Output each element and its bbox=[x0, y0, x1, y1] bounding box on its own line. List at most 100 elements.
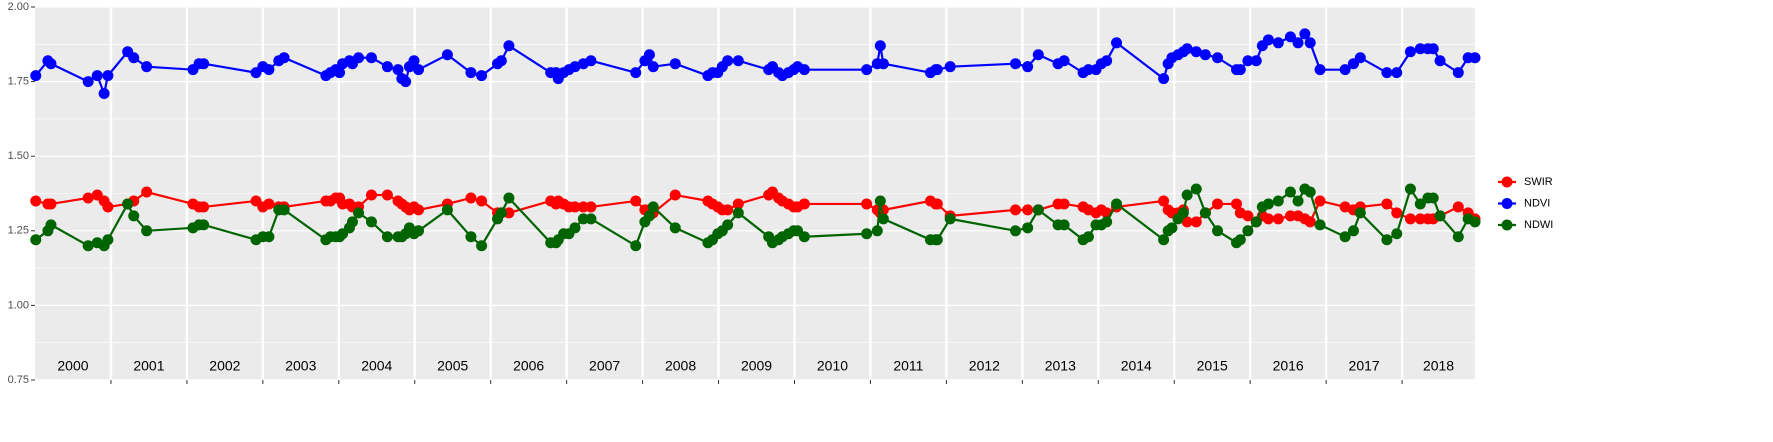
point bbox=[1111, 198, 1123, 210]
y-tick-label: 2.00 bbox=[8, 1, 29, 13]
point bbox=[1434, 55, 1446, 67]
point bbox=[861, 64, 873, 76]
point bbox=[1284, 31, 1296, 43]
year-label: 2004 bbox=[361, 358, 392, 374]
point bbox=[1158, 234, 1170, 246]
point bbox=[647, 61, 659, 73]
point bbox=[82, 192, 94, 204]
point bbox=[1414, 43, 1426, 55]
point bbox=[476, 70, 488, 82]
year-label: 2000 bbox=[57, 358, 88, 374]
year-label: 2012 bbox=[969, 358, 1000, 374]
point bbox=[569, 201, 581, 213]
point bbox=[30, 70, 42, 82]
point bbox=[1272, 213, 1284, 225]
y-tick-label: 1.25 bbox=[8, 225, 29, 237]
point bbox=[1304, 37, 1316, 49]
point bbox=[1414, 213, 1426, 225]
point bbox=[1190, 183, 1202, 195]
point bbox=[931, 198, 943, 210]
point bbox=[365, 189, 377, 201]
point bbox=[1354, 207, 1366, 219]
point bbox=[1452, 67, 1464, 79]
point bbox=[278, 204, 290, 216]
point bbox=[141, 61, 153, 73]
year-label: 2014 bbox=[1121, 358, 1152, 374]
point bbox=[1381, 67, 1393, 79]
year-label: 2005 bbox=[437, 358, 468, 374]
point bbox=[1181, 43, 1193, 55]
point bbox=[1434, 210, 1446, 222]
point bbox=[798, 198, 810, 210]
point bbox=[122, 198, 134, 210]
year-label: 2018 bbox=[1423, 358, 1454, 374]
point bbox=[381, 61, 393, 73]
point bbox=[877, 58, 889, 70]
point bbox=[400, 76, 412, 88]
point bbox=[722, 55, 734, 67]
point bbox=[643, 49, 655, 61]
point bbox=[353, 207, 365, 219]
point bbox=[1166, 222, 1178, 234]
point bbox=[1292, 37, 1304, 49]
point bbox=[413, 64, 425, 76]
point bbox=[1010, 204, 1022, 216]
point bbox=[1414, 198, 1426, 210]
point bbox=[722, 204, 734, 216]
point bbox=[1250, 55, 1262, 67]
point bbox=[495, 207, 507, 219]
point bbox=[1262, 34, 1274, 46]
point bbox=[102, 234, 114, 246]
point bbox=[1250, 216, 1262, 228]
y-tick-label: 1.00 bbox=[8, 299, 29, 311]
year-label: 2017 bbox=[1349, 358, 1380, 374]
point bbox=[861, 198, 873, 210]
point bbox=[874, 40, 886, 52]
year-label: 2013 bbox=[1045, 358, 1076, 374]
point bbox=[1314, 195, 1326, 207]
point bbox=[1284, 210, 1296, 222]
point bbox=[1391, 228, 1403, 240]
point bbox=[585, 55, 597, 67]
point bbox=[1181, 216, 1193, 228]
point bbox=[141, 186, 153, 198]
point bbox=[722, 219, 734, 231]
point bbox=[585, 213, 597, 225]
legend-point bbox=[1501, 198, 1513, 209]
point bbox=[1082, 231, 1094, 243]
point bbox=[1304, 186, 1316, 198]
y-tick-label: 1.50 bbox=[8, 150, 29, 162]
point bbox=[1391, 67, 1403, 79]
point bbox=[1058, 198, 1070, 210]
point bbox=[1427, 43, 1439, 55]
point bbox=[1231, 198, 1243, 210]
point bbox=[365, 52, 377, 64]
point bbox=[1242, 210, 1254, 222]
point bbox=[669, 58, 681, 70]
point bbox=[353, 52, 365, 64]
point bbox=[944, 213, 956, 225]
point bbox=[441, 204, 453, 216]
point bbox=[577, 213, 589, 225]
point bbox=[643, 210, 655, 222]
point bbox=[30, 234, 42, 246]
point bbox=[495, 55, 507, 67]
point bbox=[630, 240, 642, 252]
point bbox=[669, 222, 681, 234]
point bbox=[1272, 37, 1284, 49]
year-label: 2002 bbox=[209, 358, 240, 374]
point bbox=[503, 40, 515, 52]
point bbox=[408, 55, 420, 67]
point bbox=[198, 58, 210, 70]
point bbox=[798, 64, 810, 76]
point bbox=[585, 201, 597, 213]
point bbox=[91, 70, 103, 82]
year-label: 2015 bbox=[1197, 358, 1228, 374]
point bbox=[1022, 61, 1034, 73]
year-label: 2010 bbox=[817, 358, 848, 374]
point bbox=[630, 67, 642, 79]
point bbox=[569, 222, 581, 234]
point bbox=[944, 61, 956, 73]
point bbox=[1339, 64, 1351, 76]
